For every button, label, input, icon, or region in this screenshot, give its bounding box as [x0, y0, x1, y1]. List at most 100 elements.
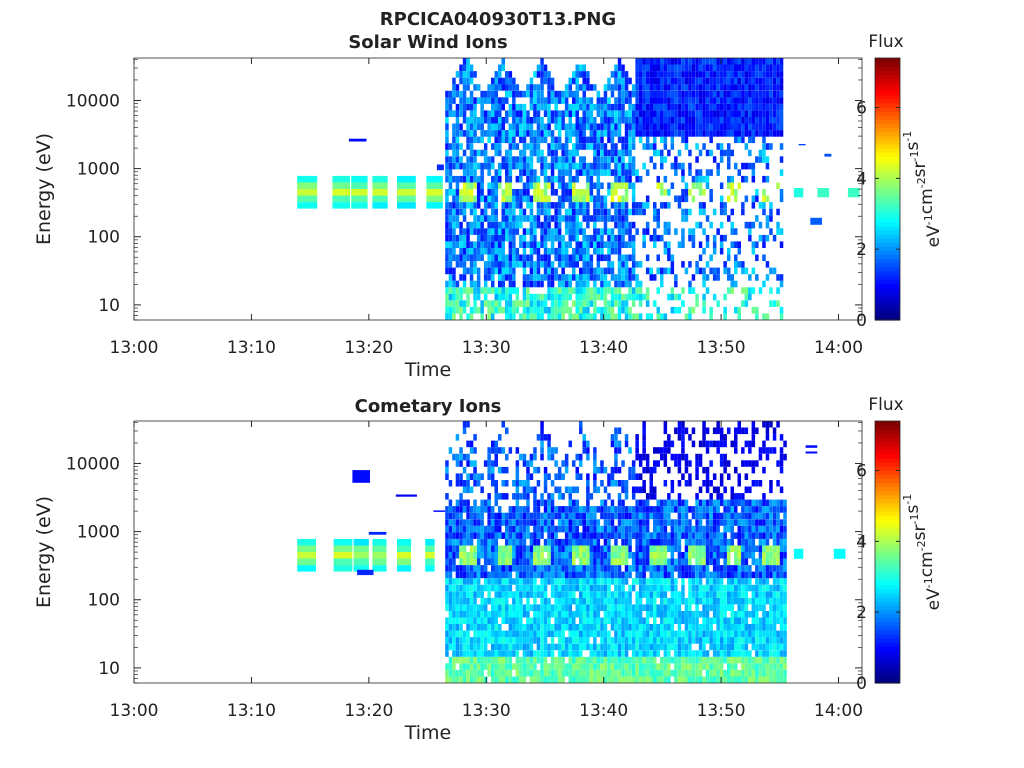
heatmap-cell: [501, 228, 505, 235]
heatmap-cell: [483, 643, 488, 651]
heatmap-cell: [452, 130, 456, 137]
heatmap-cell: [727, 117, 731, 124]
heatmap-cell: [593, 473, 597, 480]
heatmap-cell: [522, 195, 527, 203]
heatmap-cell: [572, 267, 576, 275]
heatmap-cell: [702, 293, 706, 301]
heatmap-cell: [656, 84, 660, 91]
heatmap-cell: [568, 221, 572, 229]
heatmap-cell: [603, 519, 608, 526]
heatmap-cell: [607, 103, 611, 111]
heatmap-cell: [491, 571, 495, 579]
heatmap-cell: [462, 228, 467, 235]
heatmap-cell: [462, 189, 467, 196]
heatmap-cell: [582, 643, 586, 651]
heatmap-cell: [536, 84, 541, 91]
heatmap-cell: [469, 274, 474, 281]
heatmap-cell: [617, 656, 622, 664]
heatmap-cell: [529, 519, 534, 526]
heatmap-cell: [758, 149, 763, 157]
heatmap-cell: [603, 117, 608, 124]
heatmap-cell: [716, 71, 720, 78]
heatmap-cell: [575, 643, 579, 651]
heatmap-cell: [603, 650, 608, 657]
heatmap-cell: [455, 130, 460, 137]
heatmap-cell: [614, 611, 618, 618]
heatmap-cell: [491, 447, 495, 454]
heatmap-cell: [452, 512, 456, 520]
heatmap-cell: [533, 175, 537, 183]
heatmap-cell: [469, 189, 474, 196]
heatmap-cell: [751, 103, 756, 111]
heatmap-cell: [498, 466, 502, 474]
heatmap-cell: [677, 64, 682, 72]
heatmap-cell: [653, 447, 657, 454]
heatmap-cell: [677, 506, 682, 513]
heatmap-cell: [540, 447, 544, 454]
heatmap-cell: [631, 552, 636, 559]
heatmap-cell: [501, 261, 505, 268]
heatmap-cell: [557, 202, 562, 209]
heatmap-cell: [614, 77, 618, 85]
heatmap-cell: [529, 215, 534, 222]
heatmap-cell: [554, 630, 558, 638]
heatmap-cell: [494, 499, 498, 507]
heatmap-cell: [476, 571, 481, 579]
heatmap-cell: [498, 84, 502, 91]
heatmap-cell: [617, 306, 622, 314]
heatmap-cell: [730, 130, 734, 137]
heatmap-cell: [550, 480, 555, 487]
heatmap-cell: [564, 306, 569, 314]
heatmap-cell: [610, 434, 615, 441]
heatmap-cell: [501, 611, 505, 618]
heatmap-cell: [645, 584, 650, 592]
heatmap-cell: [610, 103, 615, 111]
heatmap-cell: [705, 287, 710, 294]
heatmap-cell: [522, 103, 527, 111]
heatmap-cell: [564, 643, 569, 651]
heatmap-cell: [688, 650, 692, 657]
heatmap-cell: [561, 624, 565, 631]
heatmap-cell: [459, 663, 463, 670]
heatmap-cell: [473, 306, 477, 314]
heatmap-cell: [653, 460, 657, 467]
heatmap-cell: [579, 221, 583, 229]
heatmap-cell: [624, 604, 629, 611]
heatmap-cell: [741, 261, 745, 268]
heatmap-cell: [487, 630, 491, 638]
heatmap-cell: [667, 499, 671, 507]
heatmap-cell: [491, 512, 495, 520]
heatmap-cell: [526, 624, 530, 631]
heatmap-cell: [677, 427, 682, 435]
heatmap-cell: [512, 103, 516, 111]
heatmap-cell: [554, 676, 558, 683]
heatmap-cell: [586, 591, 590, 598]
heatmap-cell: [638, 578, 643, 585]
heatmap-cell: [702, 202, 706, 209]
heatmap-cell: [536, 300, 541, 307]
heatmap-cell: [638, 597, 643, 605]
heatmap-cell: [684, 103, 689, 111]
heatmap-cell: [466, 565, 470, 572]
heatmap-cell: [540, 130, 544, 137]
heatmap-cell: [522, 117, 527, 124]
heatmap-cell: [487, 274, 491, 281]
heatmap-cell: [663, 241, 668, 248]
heatmap-cell: [536, 267, 541, 275]
heatmap-cell: [635, 617, 639, 624]
heatmap-cell: [614, 552, 618, 559]
heatmap-cell: [705, 274, 710, 281]
colorbar-segment: [875, 279, 900, 284]
heatmap-cell: [529, 84, 534, 91]
heatmap-cell: [593, 117, 597, 124]
heatmap-cell: [653, 97, 657, 104]
heatmap-cell: [526, 473, 530, 480]
heatmap-cell: [459, 630, 463, 638]
heatmap-cell: [508, 617, 513, 624]
heatmap-cell: [476, 274, 481, 281]
heatmap-cell: [522, 532, 527, 539]
heatmap-cell: [723, 77, 727, 85]
heatmap-cell: [579, 267, 583, 275]
heatmap-cell: [498, 143, 502, 150]
heatmap-cell: [512, 597, 516, 605]
